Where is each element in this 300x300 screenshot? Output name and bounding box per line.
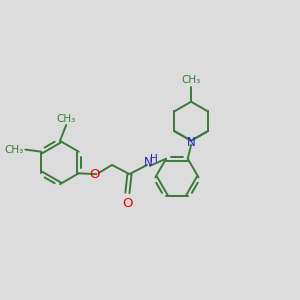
Text: CH₃: CH₃ (57, 114, 76, 124)
Text: CH₃: CH₃ (182, 76, 201, 85)
Text: O: O (89, 168, 100, 181)
Text: CH₃: CH₃ (4, 145, 24, 154)
Text: O: O (122, 197, 133, 210)
Text: N: N (144, 156, 153, 169)
Text: N: N (187, 136, 196, 149)
Text: H: H (150, 154, 158, 164)
